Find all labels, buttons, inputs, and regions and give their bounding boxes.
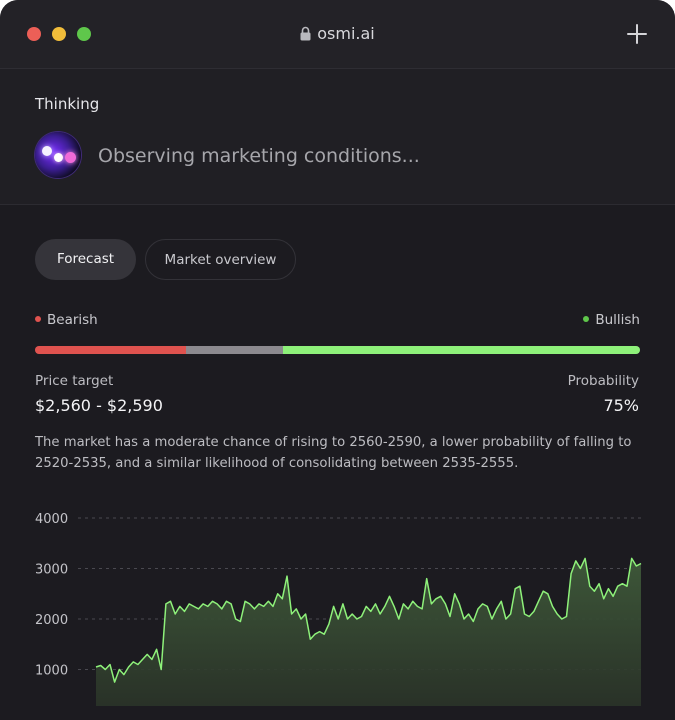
thinking-panel: Thinking Observing marketing conditions.… — [0, 69, 675, 205]
bearish-dot — [35, 316, 41, 322]
bullish-legend: Bullish — [583, 312, 640, 328]
bullish-dot — [583, 316, 590, 322]
y-tick-label: 4000 — [35, 512, 68, 527]
neutral-segment — [186, 346, 284, 354]
price-target-label: Price target — [35, 373, 114, 389]
tab-forecast[interactable]: Forecast — [35, 239, 136, 280]
thinking-label: Thinking — [35, 95, 100, 113]
bullish-label: Bullish — [595, 312, 640, 328]
maximize-window-button[interactable] — [77, 27, 91, 41]
probability-label: Probability — [567, 373, 639, 389]
address-bar[interactable]: osmi.ai — [0, 24, 675, 43]
minimize-window-button[interactable] — [52, 27, 66, 41]
price-area — [96, 558, 641, 706]
probability-value: 75% — [603, 396, 639, 415]
y-tick-label: 1000 — [35, 664, 68, 679]
plus-icon[interactable] — [625, 22, 649, 46]
bullish-segment — [283, 346, 640, 354]
price-line — [95, 557, 642, 683]
ai-orb-icon — [35, 132, 81, 178]
url-text: osmi.ai — [317, 24, 375, 43]
close-window-button[interactable] — [27, 27, 41, 41]
lock-icon — [300, 26, 311, 41]
y-tick-label: 2000 — [35, 613, 68, 628]
bearish-legend: Bearish — [35, 312, 98, 328]
y-tick-label: 3000 — [35, 563, 68, 578]
thinking-status: Observing marketing conditions... — [98, 145, 420, 167]
price-target-value: $2,560 - $2,590 — [35, 396, 163, 415]
sentiment-bar — [35, 346, 640, 354]
forecast-description: The market has a moderate chance of risi… — [35, 435, 632, 471]
bearish-label: Bearish — [47, 312, 98, 328]
title-bar: osmi.ai — [0, 0, 675, 69]
tab-market-overview[interactable]: Market overview — [145, 239, 296, 280]
bearish-segment — [35, 346, 187, 354]
price-chart: 4000 3000 2000 1000 — [35, 512, 642, 706]
